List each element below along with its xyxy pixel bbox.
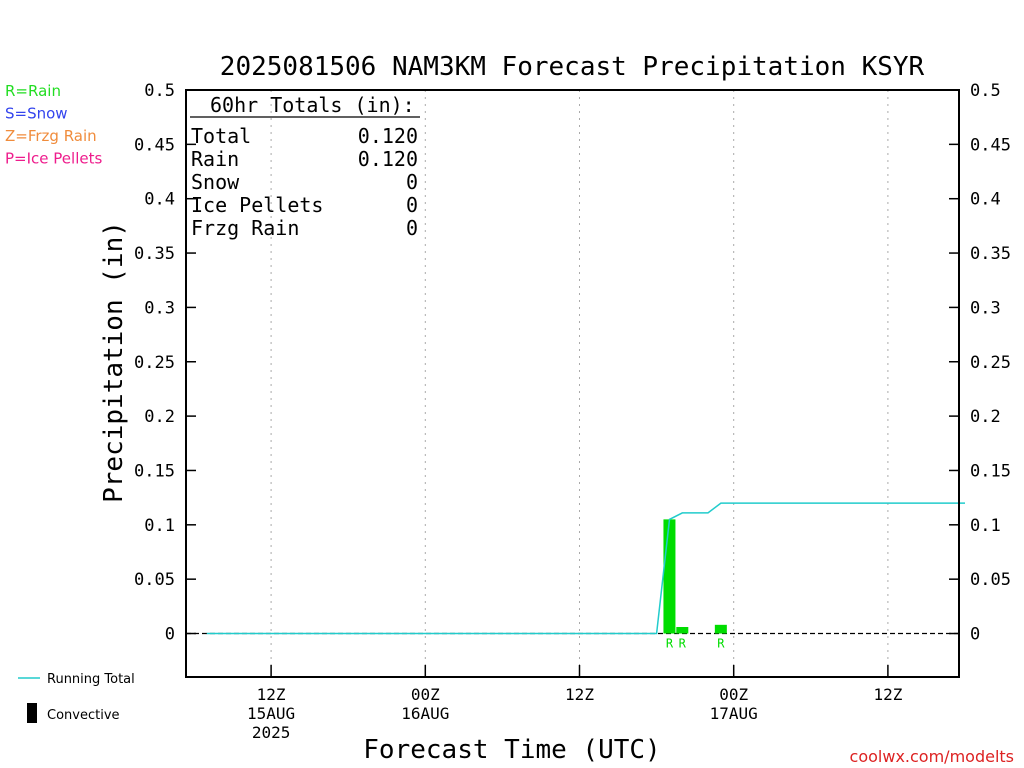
x-tick-label: 00Z xyxy=(719,685,748,704)
x-tick-label: 00Z xyxy=(411,685,440,704)
running-total-line xyxy=(206,502,965,635)
type-legend-entry: P=Ice Pellets xyxy=(5,150,102,168)
y-tick-label-left: 0.5 xyxy=(144,81,175,101)
precip-type-legend: R=Rain S=Snow Z=Frzg Rain P=Ice Pellets xyxy=(5,82,102,168)
y-tick-label-right: 0.2 xyxy=(970,407,1001,427)
y-tick-label-right: 0.3 xyxy=(970,298,1001,318)
precip-type-label: R xyxy=(666,637,674,651)
totals-row-label: Rain xyxy=(191,147,239,171)
x-tick-label: 12Z xyxy=(873,685,902,704)
totals-row-label: Total xyxy=(191,124,251,148)
precip-type-label: R xyxy=(679,637,687,651)
totals-title: 60hr Totals (in): xyxy=(210,93,415,117)
y-tick-label-right: 0.4 xyxy=(970,190,1001,210)
type-legend-entry: S=Snow xyxy=(5,105,68,123)
x-tick-label: 12Z xyxy=(565,685,594,704)
y-tick-label-right: 0.45 xyxy=(970,135,1011,155)
running-total-series xyxy=(206,502,965,635)
y-tick-label-left: 0.2 xyxy=(144,407,175,427)
totals-row-label: Snow xyxy=(191,170,240,194)
y-tick-label-left: 0.4 xyxy=(144,190,175,210)
x-tick-date: 16AUG xyxy=(401,704,449,723)
y-axis-ticks: 0 00.05 0.050.1 0.10.15 0.150.2 0.20.25 0.250.… xyxy=(134,81,1011,645)
x-tick-date: 15AUG xyxy=(247,704,295,723)
bottom-legend: Running Total Convective xyxy=(18,672,135,723)
type-legend-entry: R=Rain xyxy=(5,82,61,100)
y-tick-label-left: 0.35 xyxy=(134,244,175,264)
x-tick-label: 12Z xyxy=(257,685,286,704)
running-total-legend-label: Running Total xyxy=(47,672,135,687)
totals-row-value: 0.120 xyxy=(358,124,418,148)
y-tick-label-right: 0.05 xyxy=(970,570,1011,590)
y-tick-label-left: 0.15 xyxy=(134,461,175,481)
y-tick-label-left: 0.45 xyxy=(134,135,175,155)
totals-row-value: 0 xyxy=(406,193,418,217)
precip-type-label: R xyxy=(717,637,725,651)
y-tick-label-right: 0.5 xyxy=(970,81,1001,101)
x-tick-date: 17AUG xyxy=(710,704,758,723)
y-axis-label: Precipitation (in) xyxy=(99,221,129,503)
convective-swatch xyxy=(27,703,37,723)
x-tick-year: 2025 xyxy=(252,723,291,742)
precip-bar xyxy=(676,626,689,634)
chart-title: 2025081506 NAM3KM Forecast Precipitation… xyxy=(220,52,925,82)
y-tick-label-right: 0.15 xyxy=(970,461,1011,481)
y-tick-label-left: 0.1 xyxy=(144,516,175,536)
credit-text: coolwx.com/modelts xyxy=(850,747,1014,766)
totals-row-value: 0 xyxy=(406,170,418,194)
totals-row-label: Frzg Rain xyxy=(191,216,299,240)
convective-legend-label: Convective xyxy=(47,708,120,723)
y-tick-label-right: 0.35 xyxy=(970,244,1011,264)
y-tick-label-right: 0.25 xyxy=(970,353,1011,373)
y-tick-label-left: 0.3 xyxy=(144,298,175,318)
totals-row-label: Ice Pellets xyxy=(191,193,323,217)
y-tick-label-right: 0.1 xyxy=(970,516,1001,536)
totals-box: 60hr Totals (in): Total 0.120 Rain 0.120 Snow… xyxy=(190,93,420,240)
totals-row-value: 0 xyxy=(406,216,418,240)
precip-bar xyxy=(714,624,727,634)
y-tick-label-left: 0.05 xyxy=(134,570,175,590)
plot-frame xyxy=(185,89,960,678)
y-tick-label-left: 0 xyxy=(165,625,175,645)
x-axis-label: Forecast Time (UTC) xyxy=(363,735,660,765)
y-tick-label-right: 0 xyxy=(970,625,980,645)
precip-bar xyxy=(663,519,676,634)
y-tick-label-left: 0.25 xyxy=(134,353,175,373)
type-legend-entry: Z=Frzg Rain xyxy=(5,127,97,145)
totals-row-value: 0.120 xyxy=(358,147,418,171)
